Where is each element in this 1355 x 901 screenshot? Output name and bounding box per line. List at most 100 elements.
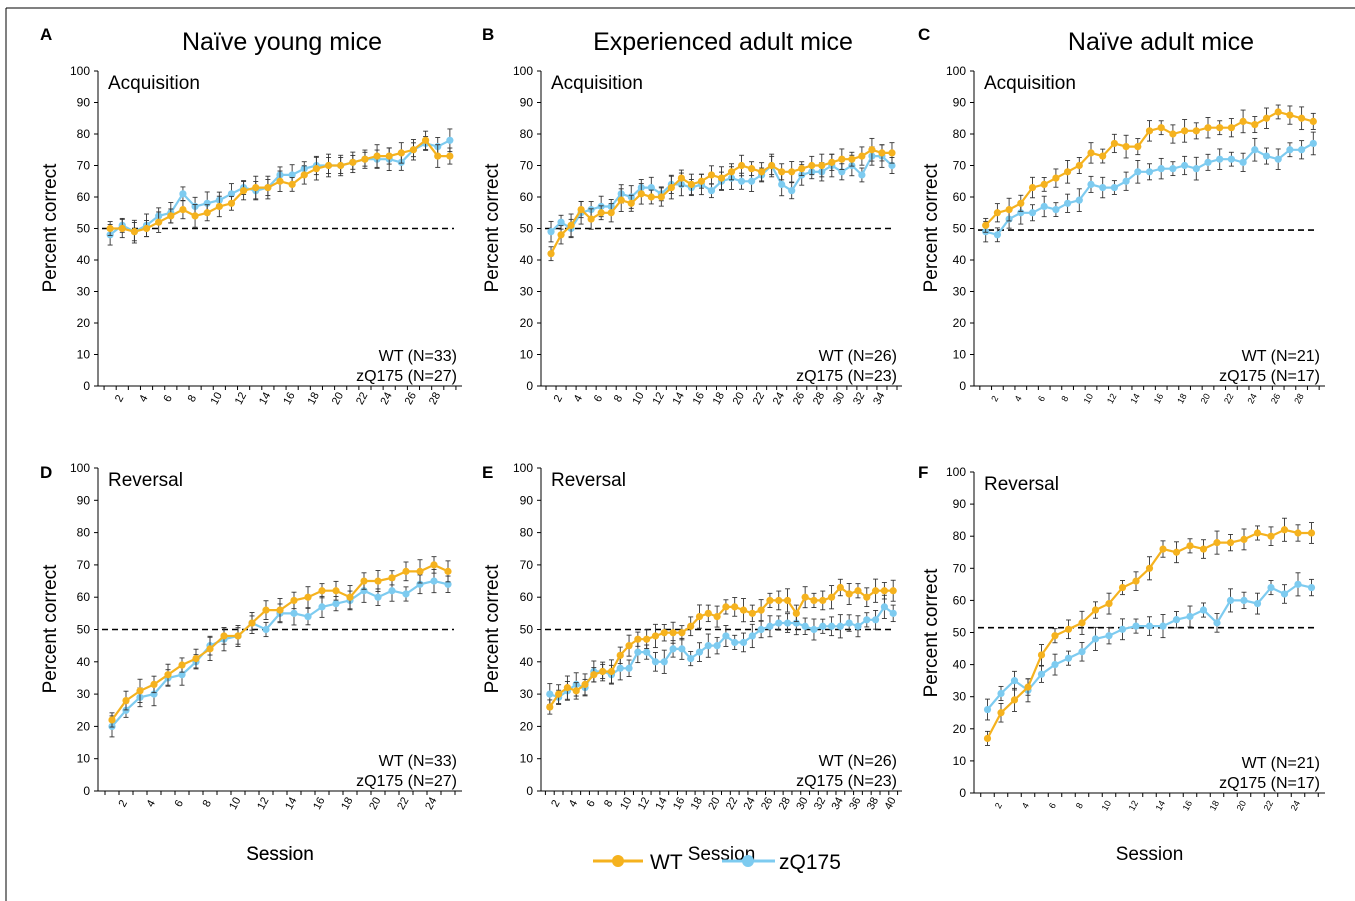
x-tick-label: 24 (741, 795, 757, 811)
data-point (818, 161, 826, 170)
y-tick-label: 30 (77, 687, 91, 701)
data-point (567, 221, 575, 229)
data-point (993, 209, 1002, 217)
data-point (871, 587, 880, 595)
x-tick-label: 14 (671, 390, 687, 406)
x-tick-label: 10 (1082, 392, 1096, 406)
data-point (722, 603, 730, 611)
x-tick-label: 16 (281, 390, 297, 406)
data-point (1040, 180, 1048, 188)
data-point (430, 561, 438, 569)
x-tick-label: 12 (636, 795, 652, 811)
data-point (722, 632, 730, 640)
y-tick-label: 50 (77, 222, 91, 236)
data-point (374, 577, 382, 585)
y-tick-label: 80 (77, 127, 91, 141)
data-point (792, 609, 800, 617)
data-point (1199, 545, 1208, 553)
data-point (828, 158, 836, 166)
data-point (647, 183, 655, 192)
data-point (617, 196, 625, 204)
data-point (983, 734, 992, 743)
data-point (1181, 127, 1189, 135)
x-tick-label: 26 (403, 390, 419, 406)
x-tick-label: 34 (830, 795, 846, 811)
data-point (1286, 111, 1294, 119)
data-point (318, 587, 326, 595)
y-axis-label: Percent correct (482, 564, 503, 694)
x-tick-label: 30 (831, 390, 847, 406)
series-zq175 (983, 572, 1316, 721)
data-point (276, 177, 284, 185)
x-tick-label: 22 (751, 390, 767, 406)
n-label-wt: WT (N=26) (819, 348, 897, 365)
panel-letter: D (40, 463, 52, 482)
data-point (737, 177, 746, 185)
data-point (324, 161, 333, 170)
data-point (810, 596, 818, 605)
x-tick-label: 2 (552, 393, 565, 404)
data-point (880, 603, 888, 611)
y-tick-label: 0 (526, 379, 533, 393)
data-point (739, 638, 748, 647)
data-point (360, 577, 368, 585)
x-tick-label: 32 (851, 390, 867, 406)
y-tick-label: 40 (77, 655, 91, 669)
y-tick-label: 20 (953, 722, 967, 736)
y-tick-label: 50 (953, 626, 967, 640)
data-point (1099, 152, 1107, 160)
n-label-wt: WT (N=33) (379, 753, 457, 770)
data-point (240, 187, 248, 195)
data-point (1172, 616, 1181, 624)
x-tick-label: 4 (1020, 801, 1031, 810)
phase-label: Reversal (984, 474, 1059, 495)
x-tick-label: 6 (161, 393, 174, 404)
data-point (388, 587, 396, 595)
panel-letter: C (918, 25, 930, 44)
data-point (108, 716, 116, 724)
data-point (1216, 124, 1224, 132)
data-point (878, 149, 886, 157)
data-point (695, 612, 704, 621)
panel-letter: E (482, 463, 493, 482)
data-point (747, 177, 756, 185)
data-point (312, 165, 320, 173)
data-point (1239, 117, 1247, 125)
data-point (838, 168, 846, 176)
y-tick-label: 30 (953, 285, 967, 299)
data-point (616, 651, 624, 659)
data-point (416, 580, 424, 588)
x-tick-label: 28 (777, 795, 793, 811)
data-point (713, 642, 721, 650)
x-tick-label: 12 (255, 795, 271, 811)
x-tick-label: 26 (791, 390, 807, 406)
data-point (1064, 199, 1072, 207)
data-point (1307, 583, 1316, 592)
y-tick-label: 100 (513, 461, 533, 475)
x-tick-label: 14 (257, 390, 273, 406)
data-point (1145, 622, 1154, 630)
y-tick-label: 80 (953, 529, 967, 543)
y-tick-label: 50 (520, 222, 534, 236)
data-point (1181, 161, 1189, 170)
data-point (651, 658, 660, 666)
x-tick-label: 8 (602, 798, 615, 809)
data-point (1294, 529, 1302, 537)
data-point (1280, 526, 1289, 534)
data-point (1118, 583, 1127, 592)
x-tick-label: 26 (759, 795, 775, 811)
y-tick-label: 90 (953, 96, 967, 110)
data-point (446, 152, 454, 160)
x-tick-label: 10 (209, 390, 225, 406)
data-point (827, 622, 836, 630)
data-point (304, 593, 312, 601)
data-point (118, 224, 126, 233)
data-point (547, 250, 555, 258)
data-point (1028, 183, 1037, 192)
x-tick-label: 16 (671, 795, 687, 811)
x-tick-label: 34 (871, 390, 887, 406)
data-point (1028, 209, 1037, 217)
x-tick-label: 16 (691, 390, 707, 406)
y-tick-label: 20 (77, 316, 91, 330)
